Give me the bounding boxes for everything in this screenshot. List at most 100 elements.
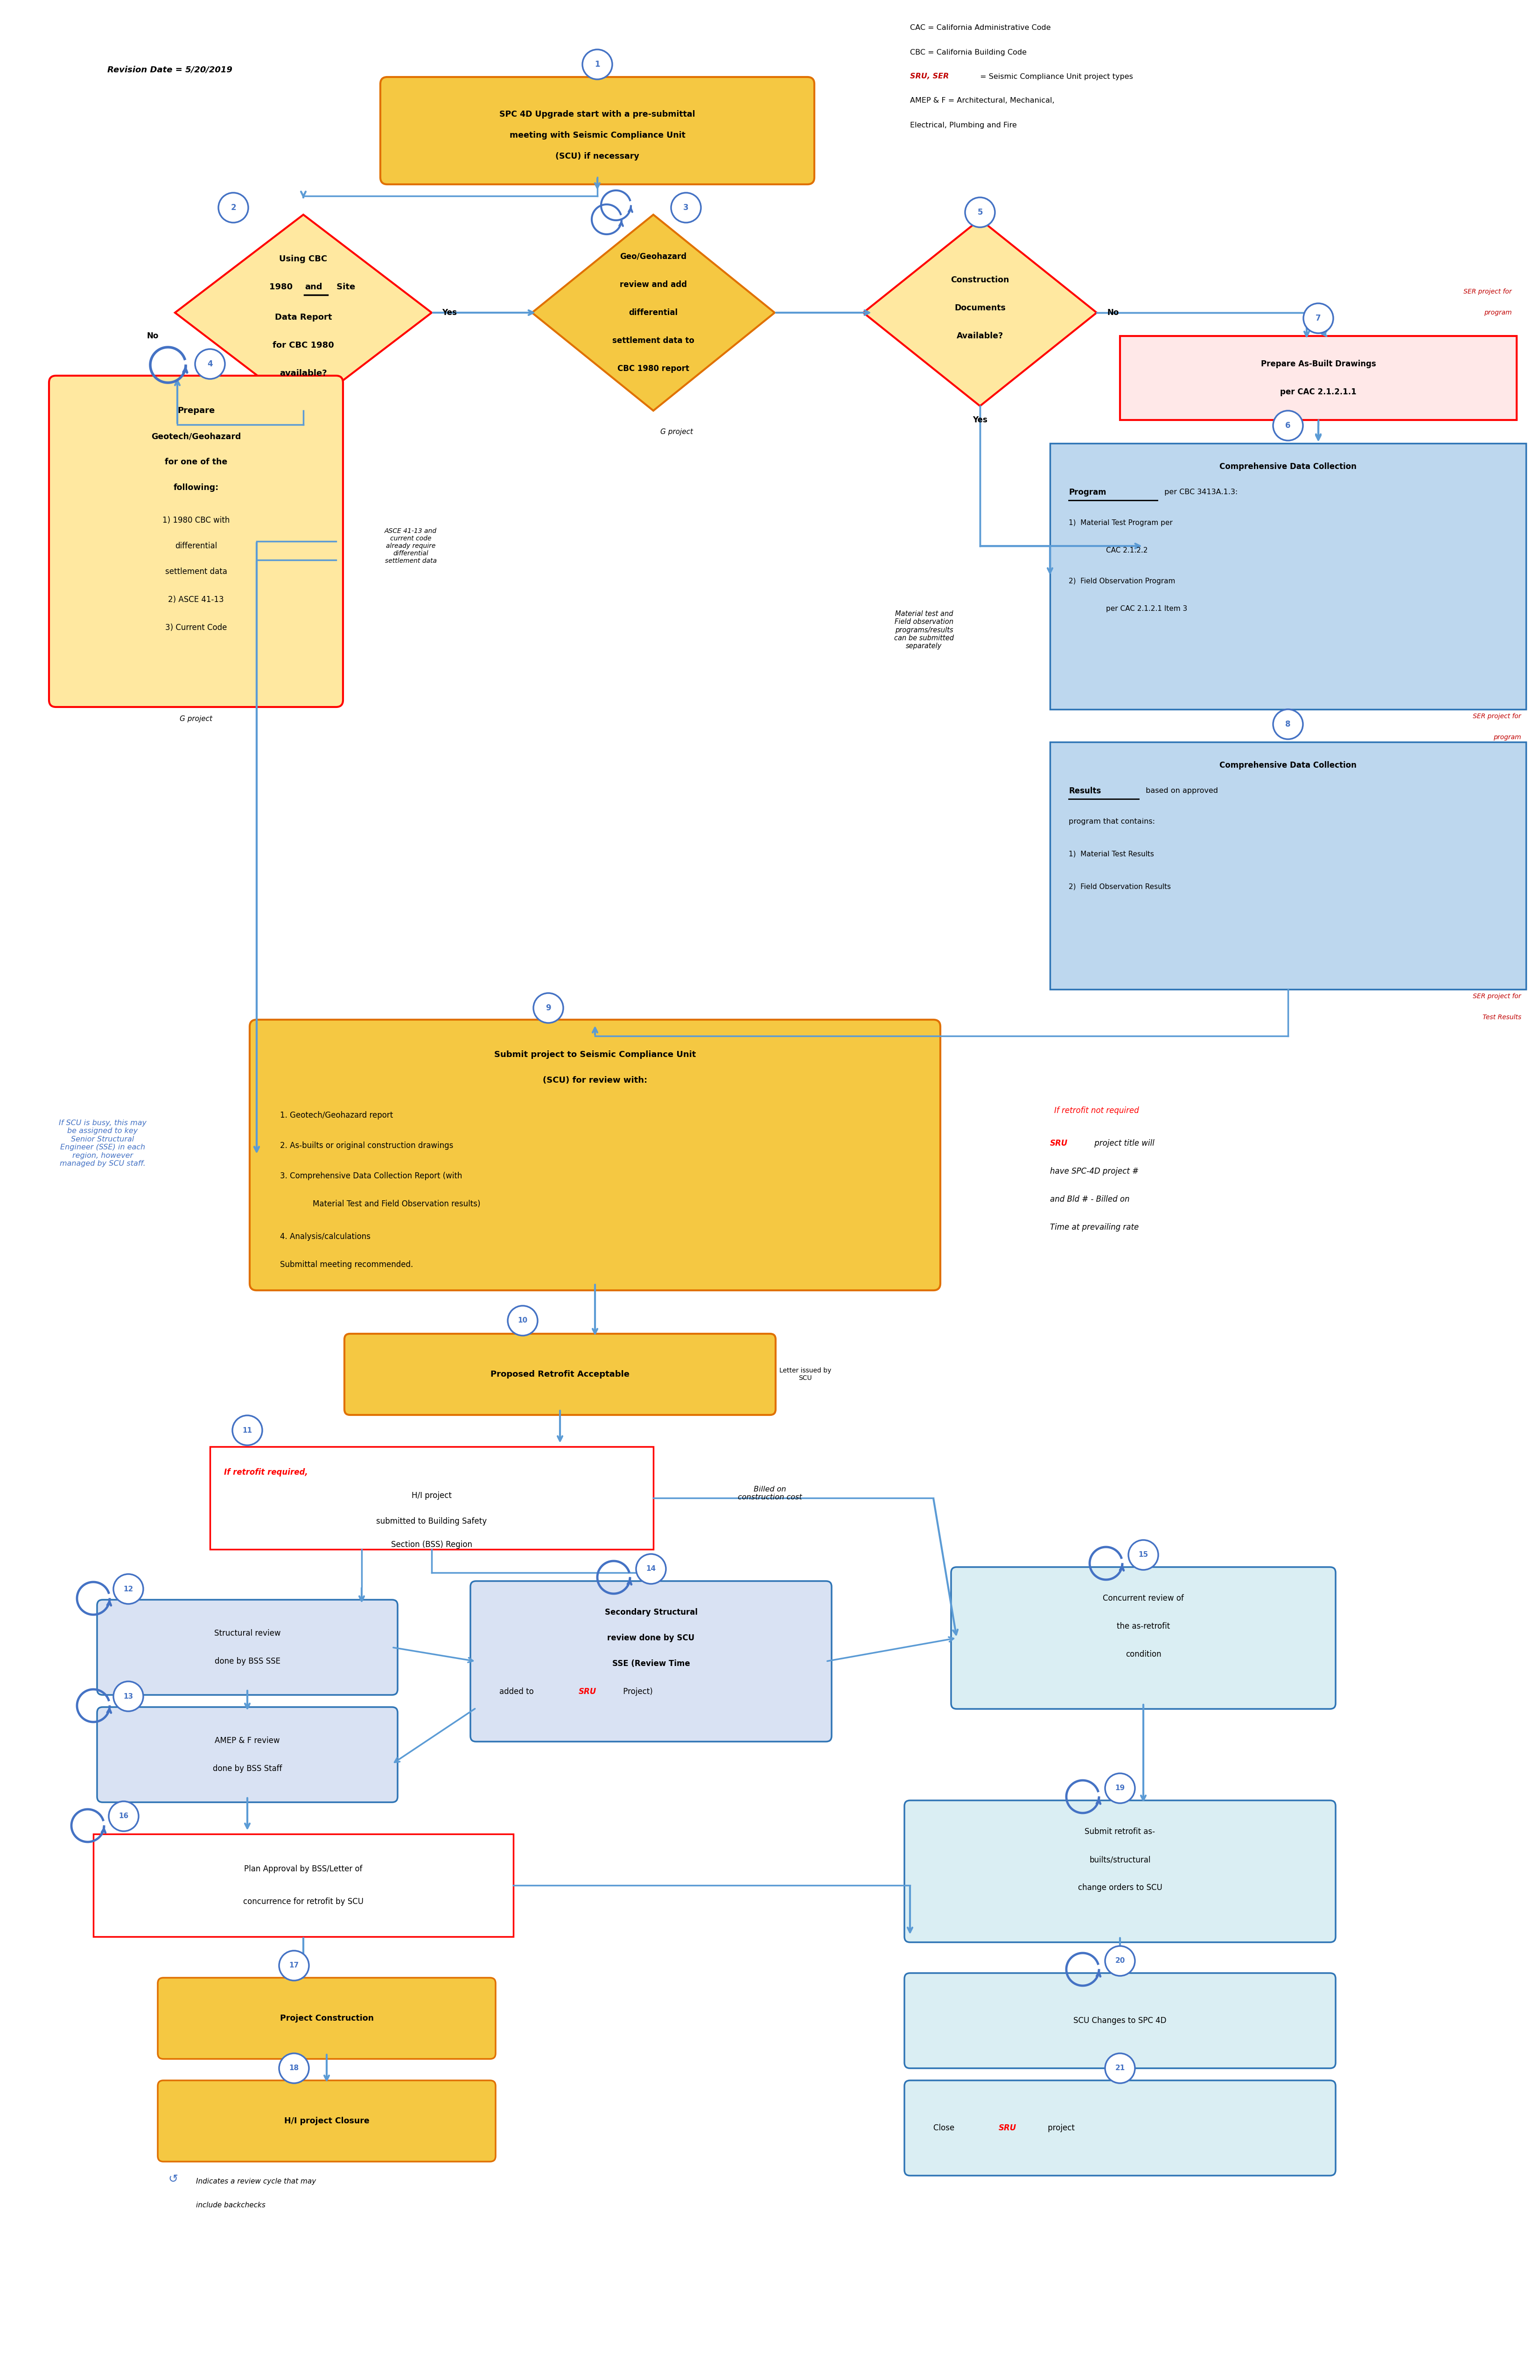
Text: 2. As-builts or original construction drawings: 2. As-builts or original construction dr…: [280, 1142, 453, 1150]
Text: meeting with Seismic Compliance Unit: meeting with Seismic Compliance Unit: [510, 131, 685, 140]
Text: 1: 1: [594, 60, 601, 69]
Text: Program: Program: [1069, 488, 1106, 497]
Text: H/I project Closure: H/I project Closure: [283, 2116, 370, 2125]
Text: 1. Geotech/Geohazard report: 1. Geotech/Geohazard report: [280, 1111, 393, 1119]
Circle shape: [219, 193, 248, 224]
Text: Time at prevailing rate: Time at prevailing rate: [1050, 1223, 1138, 1230]
Text: G project: G project: [661, 428, 693, 436]
Text: 2)  Field Observation Program: 2) Field Observation Program: [1069, 578, 1175, 585]
Text: Results: Results: [1069, 788, 1101, 795]
Circle shape: [1106, 2054, 1135, 2082]
Circle shape: [533, 992, 564, 1023]
Text: Available?: Available?: [956, 331, 1004, 340]
Text: program: program: [1494, 733, 1522, 740]
Text: 18: 18: [290, 2066, 299, 2071]
Text: ↺: ↺: [168, 2173, 177, 2185]
Bar: [209, 1447, 653, 1549]
Text: Submittal meeting recommended.: Submittal meeting recommended.: [280, 1261, 413, 1269]
Text: Comprehensive Data Collection: Comprehensive Data Collection: [1220, 762, 1357, 769]
Text: project title will: project title will: [1092, 1140, 1155, 1147]
Text: based on approved: based on approved: [1143, 788, 1218, 795]
Text: 14: 14: [647, 1566, 656, 1573]
FancyBboxPatch shape: [470, 1580, 832, 1742]
Circle shape: [109, 1802, 139, 1830]
Text: 4: 4: [208, 359, 213, 369]
Circle shape: [114, 1680, 143, 1711]
Circle shape: [1274, 709, 1303, 740]
Circle shape: [508, 1307, 537, 1335]
Text: Data Report: Data Report: [274, 314, 333, 321]
FancyBboxPatch shape: [97, 1706, 397, 1802]
Text: 10: 10: [517, 1316, 528, 1323]
Circle shape: [114, 1573, 143, 1604]
Text: Revision Date = 5/20/2019: Revision Date = 5/20/2019: [108, 67, 233, 74]
Text: Letter issued by
SCU: Letter issued by SCU: [779, 1366, 832, 1380]
Text: 4. Analysis/calculations: 4. Analysis/calculations: [280, 1233, 371, 1240]
Circle shape: [279, 2054, 310, 2082]
Text: the as-retrofit: the as-retrofit: [1116, 1623, 1170, 1630]
Text: Comprehensive Data Collection: Comprehensive Data Collection: [1220, 462, 1357, 471]
FancyBboxPatch shape: [904, 2080, 1335, 2175]
Text: If retrofit required,: If retrofit required,: [223, 1468, 308, 1476]
Text: Geo/Geohazard: Geo/Geohazard: [621, 252, 687, 262]
Text: SRU: SRU: [998, 2123, 1016, 2132]
Text: builts/structural: builts/structural: [1089, 1856, 1150, 1864]
Text: 2)  Field Observation Results: 2) Field Observation Results: [1069, 883, 1170, 890]
Text: program: program: [1485, 309, 1512, 317]
Text: 5: 5: [978, 207, 983, 217]
Text: (SCU) for review with:: (SCU) for review with:: [542, 1076, 647, 1085]
Circle shape: [233, 1416, 262, 1445]
Text: 21: 21: [1115, 2066, 1124, 2071]
Text: 13: 13: [123, 1692, 134, 1699]
Text: added to: added to: [499, 1687, 536, 1697]
Circle shape: [1274, 412, 1303, 440]
Text: AMEP & F = Architectural, Mechanical,: AMEP & F = Architectural, Mechanical,: [910, 98, 1055, 105]
FancyBboxPatch shape: [904, 1799, 1335, 1942]
Text: Project Construction: Project Construction: [280, 2013, 374, 2023]
Text: submitted to Building Safety: submitted to Building Safety: [376, 1516, 487, 1526]
Text: 19: 19: [1115, 1785, 1124, 1792]
Text: = Seismic Compliance Unit project types: = Seismic Compliance Unit project types: [978, 74, 1133, 81]
Text: SER project for: SER project for: [1474, 714, 1522, 719]
Text: Secondary Structural: Secondary Structural: [605, 1609, 698, 1616]
Text: change orders to SCU: change orders to SCU: [1078, 1883, 1163, 1892]
Text: Billed on
construction cost: Billed on construction cost: [738, 1485, 802, 1502]
FancyBboxPatch shape: [249, 1019, 941, 1290]
Text: 1980: 1980: [270, 283, 296, 290]
Text: and Bld # - Billed on: and Bld # - Billed on: [1050, 1195, 1129, 1204]
Circle shape: [582, 50, 613, 79]
Text: following:: following:: [174, 483, 219, 493]
Text: 8: 8: [1286, 721, 1291, 728]
Text: for one of the: for one of the: [165, 457, 228, 466]
Text: Close: Close: [933, 2123, 956, 2132]
Text: differential: differential: [176, 543, 217, 550]
FancyBboxPatch shape: [49, 376, 343, 707]
Circle shape: [1106, 1947, 1135, 1975]
Polygon shape: [864, 219, 1096, 407]
Text: available?: available?: [280, 369, 326, 378]
Text: done by BSS SSE: done by BSS SSE: [214, 1656, 280, 1666]
Text: differential: differential: [628, 309, 678, 317]
Text: Site: Site: [334, 283, 356, 290]
Text: have SPC-4D project #: have SPC-4D project #: [1050, 1166, 1138, 1176]
Text: 2) ASCE 41-13: 2) ASCE 41-13: [168, 595, 223, 605]
Text: Material Test and Field Observation results): Material Test and Field Observation resu…: [313, 1200, 480, 1209]
Text: include backchecks: include backchecks: [196, 2202, 265, 2209]
Text: 1)  Material Test Results: 1) Material Test Results: [1069, 850, 1153, 857]
Text: Prepare: Prepare: [177, 407, 214, 414]
FancyBboxPatch shape: [904, 1973, 1335, 2068]
Text: 1) 1980 CBC with: 1) 1980 CBC with: [162, 516, 229, 524]
Bar: [94, 1835, 513, 1937]
Text: Electrical, Plumbing and Fire: Electrical, Plumbing and Fire: [910, 121, 1016, 129]
Circle shape: [966, 198, 995, 226]
Polygon shape: [176, 214, 431, 412]
Text: Construction: Construction: [950, 276, 1009, 283]
Text: 3: 3: [684, 202, 688, 212]
Bar: [1120, 336, 1517, 419]
Text: 15: 15: [1138, 1552, 1149, 1559]
FancyBboxPatch shape: [97, 1599, 397, 1695]
Text: Plan Approval by BSS/Letter of: Plan Approval by BSS/Letter of: [245, 1866, 362, 1873]
Text: Using CBC: Using CBC: [279, 255, 328, 264]
Text: SRU: SRU: [579, 1687, 596, 1697]
Text: 3) Current Code: 3) Current Code: [165, 624, 226, 631]
